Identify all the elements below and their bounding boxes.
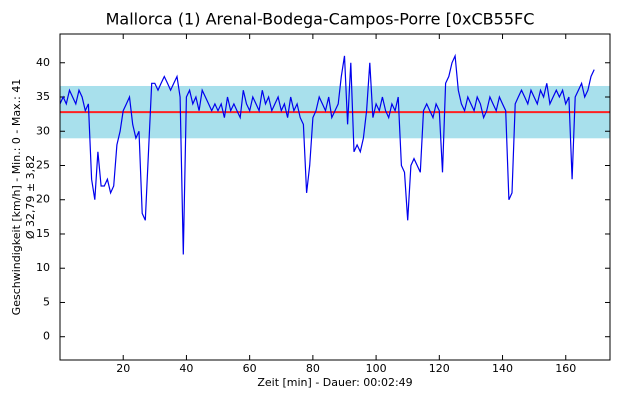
plot-frame — [59, 33, 611, 361]
y-tick-label: 40 — [36, 56, 50, 69]
y-tick-label: 35 — [36, 90, 50, 103]
x-tick-label: 120 — [429, 362, 450, 375]
y-tick-label: 5 — [43, 295, 50, 308]
speed-line — [59, 53, 595, 255]
x-tick-label: 60 — [243, 362, 257, 375]
y-tick-label: 25 — [36, 158, 50, 171]
x-axis-label: Zeit [min] - Dauer: 00:02:49 — [257, 376, 412, 389]
chart-title: Mallorca (1) Arenal-Bodega-Campos-Porre … — [106, 10, 535, 29]
y-tick-label: 30 — [36, 124, 50, 137]
y-axis-stats: Ø 32,79 ± 3,82 — [24, 155, 37, 239]
plot-area — [60, 34, 610, 360]
x-tick-label: 100 — [366, 362, 387, 375]
y-tick-label: 15 — [36, 227, 50, 240]
x-tick-label: 140 — [492, 362, 513, 375]
x-tick-label: 40 — [179, 362, 193, 375]
x-tick-label: 80 — [306, 362, 320, 375]
y-tick-label: 10 — [36, 261, 50, 274]
x-tick-label: 160 — [555, 362, 576, 375]
y-axis-label: Geschwindigkeit [km/h] - Min.: 0 - Max.:… — [10, 79, 23, 316]
x-tick-label: 20 — [116, 362, 130, 375]
y-tick-label: 0 — [43, 330, 50, 343]
y-tick-label: 20 — [36, 193, 50, 206]
